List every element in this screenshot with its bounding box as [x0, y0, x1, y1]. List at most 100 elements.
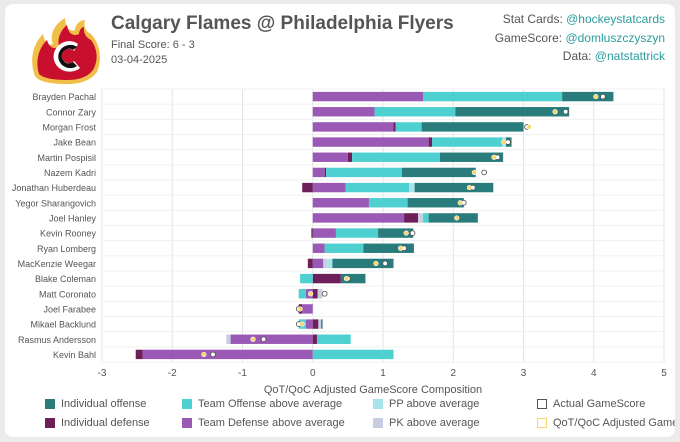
bar-segment-ind_off	[439, 152, 504, 162]
credit-handle[interactable]: @natstattrick	[594, 49, 665, 63]
bar-segment-team_off	[423, 213, 429, 223]
x-tick-label: 3	[521, 368, 527, 379]
bar-segment-ind_off	[363, 243, 414, 253]
bar-segment-team_def	[230, 334, 313, 344]
credit-label: Stat Cards:	[502, 12, 567, 26]
adjusted-gamescore-point	[397, 245, 404, 251]
x-tick-label: -3	[98, 368, 107, 379]
adjusted-gamescore-point	[201, 351, 207, 358]
bar-segment-team_off	[352, 152, 440, 162]
actual-gamescore-point	[481, 169, 488, 176]
bar-segment-ind_def	[404, 213, 419, 223]
x-tick-label: 0	[310, 368, 316, 379]
bar-segment-team_def	[312, 91, 424, 102]
page-title: Calgary Flames @ Philadelphia Flyers	[111, 13, 454, 34]
bar-segment-team_off	[345, 182, 409, 193]
bar-segment-ind_def	[311, 228, 313, 238]
y-tick-label: Morgan Frost	[42, 122, 96, 132]
y-tick-label: Joel Hanley	[49, 213, 97, 223]
bar-segment-team_off	[326, 167, 402, 178]
game-date: 03-04-2025	[111, 54, 168, 66]
actual-gamescore-point	[260, 336, 267, 343]
adjusted-gamescore-point	[250, 336, 256, 342]
bar-segment-pk	[318, 319, 322, 329]
bar-segment-team_off	[368, 198, 408, 208]
bar-segment-team_off	[335, 228, 379, 238]
credit-handle[interactable]: @hockeystatcards	[566, 12, 665, 26]
adjusted-gamescore-point	[593, 93, 599, 100]
bar-segment-ind_def	[312, 334, 317, 344]
x-tick-label: 1	[380, 368, 386, 379]
bar-segment-ind_def	[312, 319, 319, 329]
adjusted-gamescore-point	[466, 184, 473, 191]
bar-segment-ind_def	[302, 182, 313, 193]
y-tick-label: Mikael Backlund	[30, 320, 96, 330]
y-tick-label: Rasmus Andersson	[18, 335, 96, 345]
adjusted-gamescore-point	[526, 124, 532, 130]
x-tick-label: 4	[591, 368, 597, 379]
bar-segment-ind_off	[321, 319, 323, 329]
credit-label: GameScore:	[494, 31, 566, 45]
adjusted-gamescore-point	[343, 275, 350, 282]
actual-gamescore-point	[600, 93, 606, 100]
actual-gamescore-point	[321, 290, 328, 297]
bar-segment-team_off	[312, 349, 394, 360]
actual-gamescore-point	[382, 260, 388, 267]
adjusted-gamescore-point	[552, 109, 558, 115]
bar-segment-ind_off	[340, 273, 366, 284]
bar-segment-ind_off	[407, 198, 464, 208]
bar-segment-team_def	[142, 349, 313, 360]
y-tick-label: Blake Coleman	[35, 274, 96, 284]
bar-segment-team_def	[312, 182, 346, 193]
credit-handle[interactable]: @domluszczyszyn	[565, 31, 665, 45]
bar-segment-team_def	[312, 258, 324, 269]
bar-segment-pk	[418, 213, 424, 223]
y-tick-label: Kevin Bahl	[53, 350, 96, 360]
bar-segment-team_def	[312, 122, 394, 132]
y-tick-label: Joel Farabee	[43, 304, 96, 314]
bar-segment-team_def	[312, 167, 325, 178]
bar-segment-ind_def	[428, 137, 433, 147]
y-tick-label: MacKenzie Weegar	[18, 259, 96, 269]
bar-segment-team_def	[312, 243, 325, 253]
bar-segment-team_def	[312, 198, 369, 208]
x-tick-label: 2	[450, 368, 456, 379]
y-tick-label: Jonathan Huberdeau	[12, 183, 96, 193]
adjusted-gamescore-point	[454, 215, 460, 221]
bar-segment-team_off	[374, 107, 456, 117]
adjusted-gamescore-point	[299, 321, 305, 327]
bar-segment-ind_off	[378, 228, 414, 238]
adjusted-gamescore-point	[403, 230, 409, 236]
bar-segment-pp	[408, 182, 415, 193]
adjusted-gamescore-point	[308, 291, 314, 297]
bar-segment-team_off	[300, 273, 313, 284]
adjusted-gamescore-point	[373, 260, 379, 267]
final-score: Final Score: 6 - 3	[111, 39, 195, 51]
bar-segment-ind_off	[562, 91, 614, 102]
y-tick-label: Jake Bean	[53, 138, 96, 148]
bar-segment-ind_def	[312, 273, 341, 284]
bar-segment-ind_off	[414, 182, 494, 193]
bar-segment-pk	[317, 289, 323, 299]
stat-card: Calgary Flames @ Philadelphia Flyers Fin…	[5, 4, 675, 437]
bar-segment-ind_def	[347, 152, 353, 162]
bar-segment-ind_def	[307, 258, 313, 269]
bar-segment-team_off	[432, 137, 503, 147]
actual-gamescore-point	[210, 351, 216, 358]
y-tick-label: Martin Pospisil	[37, 153, 96, 163]
bar-segment-pp	[326, 258, 333, 269]
credit-stat-cards: Stat Cards: @hockeystatcards	[503, 12, 665, 26]
bar-segment-ind_off	[455, 107, 570, 117]
flames-logo-icon	[32, 18, 100, 84]
bar-segment-ind_def	[393, 122, 396, 132]
y-tick-label: Nazem Kadri	[44, 168, 96, 178]
bar-segment-ind_off	[332, 258, 394, 269]
adjusted-gamescore-point	[501, 139, 507, 145]
y-tick-label: Yegor Sharangovich	[15, 198, 96, 208]
actual-gamescore-point	[409, 230, 416, 236]
bar-segment-team_def	[312, 152, 348, 162]
bar-segment-team_def	[312, 228, 336, 238]
adjusted-gamescore-point	[471, 169, 477, 176]
y-tick-label: Ryan Lomberg	[37, 244, 96, 254]
credit-gamescore: GameScore: @domluszczyszyn	[495, 31, 665, 45]
